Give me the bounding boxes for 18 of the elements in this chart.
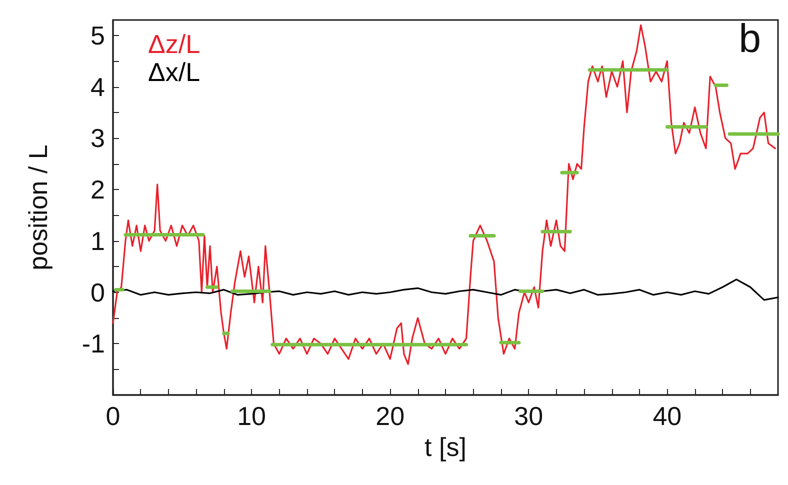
x-tick-label: 30 — [514, 401, 544, 431]
y-tick-label: 5 — [90, 20, 105, 50]
y-tick-label: -1 — [82, 328, 105, 359]
text: Δx/L — [148, 57, 200, 87]
text: Δz/L — [148, 29, 200, 59]
y-tick-label: 3 — [90, 123, 105, 154]
y-tick-label: 0 — [90, 277, 105, 308]
x-tick-label: 40 — [652, 401, 682, 431]
y-axis-title: position / L — [23, 144, 53, 270]
x-tick-label: 20 — [376, 401, 405, 431]
line-series — [112, 278, 779, 301]
y-tick-label: 2 — [90, 174, 105, 205]
line-series — [112, 24, 776, 365]
y-tick-label: 4 — [90, 72, 105, 102]
annotation: b — [738, 17, 762, 61]
y-tick-label: 1 — [90, 226, 105, 256]
x-axis-title: t [s] — [424, 432, 466, 462]
x-tick-label: 10 — [237, 401, 266, 431]
